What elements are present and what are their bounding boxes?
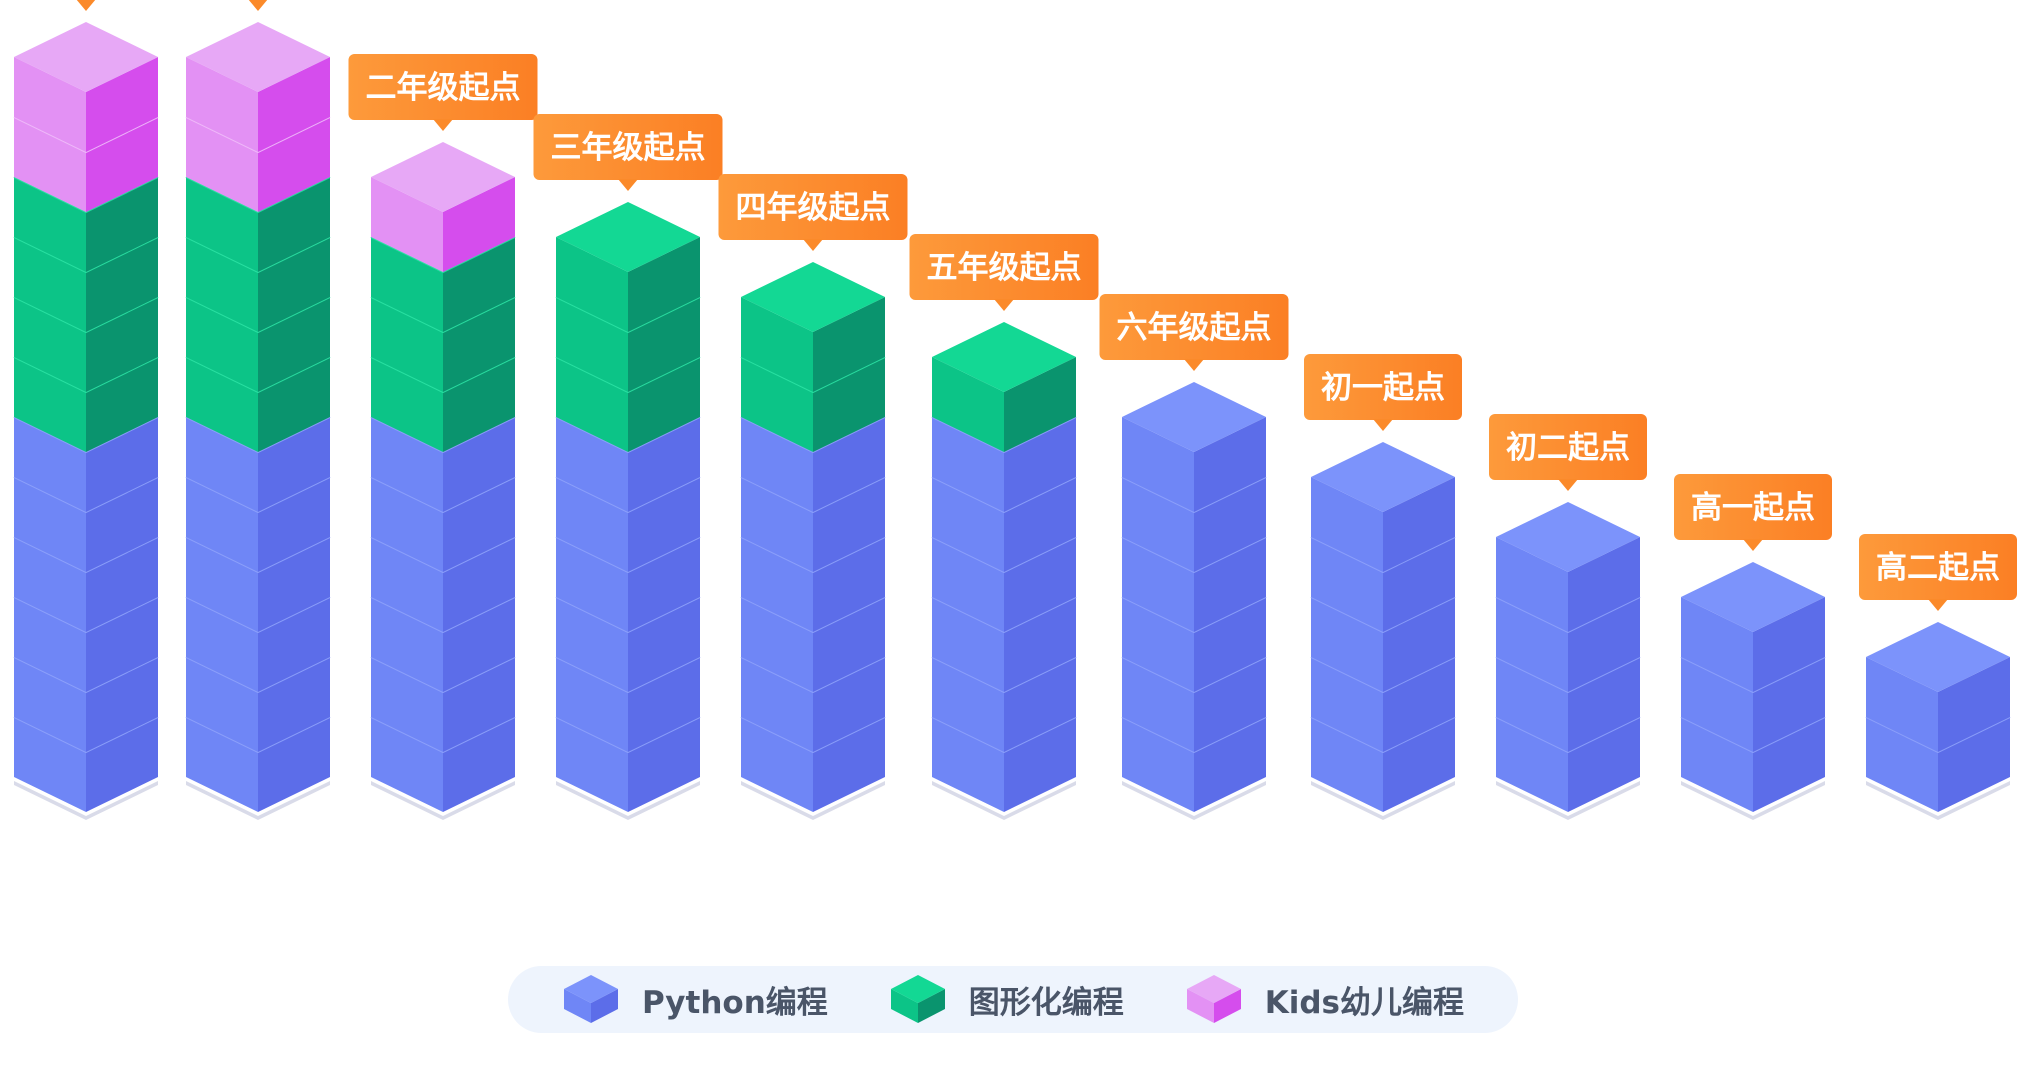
bar-stack bbox=[185, 22, 331, 820]
category-tags-layer: 幼儿起点 一年级起点二年级起点三年级起点四年级起点五年级起点六年级起点初一起点初二… bbox=[76, 0, 2017, 611]
cube-top bbox=[14, 22, 158, 152]
python-cube-icon bbox=[564, 974, 618, 1023]
legend-label-python: Python编程 bbox=[642, 985, 828, 1021]
legend: Python编程 图形化编程 Kids幼儿编程 bbox=[508, 966, 1518, 1033]
category-tag: 一年级起点 bbox=[248, 0, 268, 11]
legend-label-kids: Kids幼儿编程 bbox=[1264, 985, 1464, 1021]
category-tag: 四年级起点 bbox=[718, 174, 908, 251]
legend-item-graphical[interactable]: 图形化编程 bbox=[889, 974, 1124, 1025]
graphical-cube-icon bbox=[890, 974, 945, 1023]
category-tag: 五年级起点 bbox=[909, 234, 1099, 311]
category-label: 四年级起点 bbox=[736, 190, 891, 226]
category-tag: 高一起点 bbox=[1674, 474, 1832, 551]
cube-top bbox=[556, 202, 700, 332]
bar-stack bbox=[1495, 502, 1641, 820]
bar-stack bbox=[740, 262, 886, 820]
cube-top bbox=[186, 22, 330, 152]
category-label: 三年级起点 bbox=[551, 130, 706, 166]
category-tag: 三年级起点 bbox=[533, 114, 723, 191]
category-label: 二年级起点 bbox=[366, 70, 521, 106]
category-label: 六年级起点 bbox=[1117, 310, 1272, 346]
category-tag: 幼儿起点 bbox=[76, 0, 96, 11]
bar-stack bbox=[370, 142, 516, 820]
category-label: 初一起点 bbox=[1321, 370, 1445, 406]
cube-top bbox=[1496, 502, 1640, 632]
legend-item-kids[interactable]: Kids幼儿编程 bbox=[1185, 974, 1464, 1025]
category-tag: 六年级起点 bbox=[1099, 294, 1289, 371]
cube-top bbox=[1681, 562, 1825, 692]
bar-stack bbox=[1865, 622, 2011, 820]
category-label: 高二起点 bbox=[1876, 550, 2000, 586]
bar-stack bbox=[555, 202, 701, 820]
cube-top bbox=[371, 142, 515, 272]
legend-item-python[interactable]: Python编程 bbox=[562, 974, 828, 1025]
cube-top bbox=[1866, 622, 2010, 752]
legend-label-graphical: 图形化编程 bbox=[968, 985, 1124, 1021]
category-label: 初二起点 bbox=[1506, 430, 1630, 466]
category-tag: 高二起点 bbox=[1859, 534, 2017, 611]
bars-layer bbox=[13, 22, 2011, 820]
cube-top bbox=[932, 322, 1076, 452]
cube-top bbox=[1122, 382, 1266, 512]
category-label: 高一起点 bbox=[1691, 490, 1815, 526]
category-tag: 初二起点 bbox=[1489, 414, 1647, 491]
bar-stack bbox=[1680, 562, 1826, 820]
bar-stack bbox=[1121, 382, 1267, 820]
cube-top bbox=[741, 262, 885, 392]
cube-top bbox=[1311, 442, 1455, 572]
bar-stack bbox=[931, 322, 1077, 820]
category-label: 五年级起点 bbox=[927, 250, 1082, 286]
bar-stack bbox=[13, 22, 159, 820]
bar-stack bbox=[1310, 442, 1456, 820]
kids-cube-icon bbox=[1186, 974, 1241, 1023]
category-tag: 二年级起点 bbox=[348, 54, 538, 131]
category-tag: 初一起点 bbox=[1304, 354, 1462, 431]
